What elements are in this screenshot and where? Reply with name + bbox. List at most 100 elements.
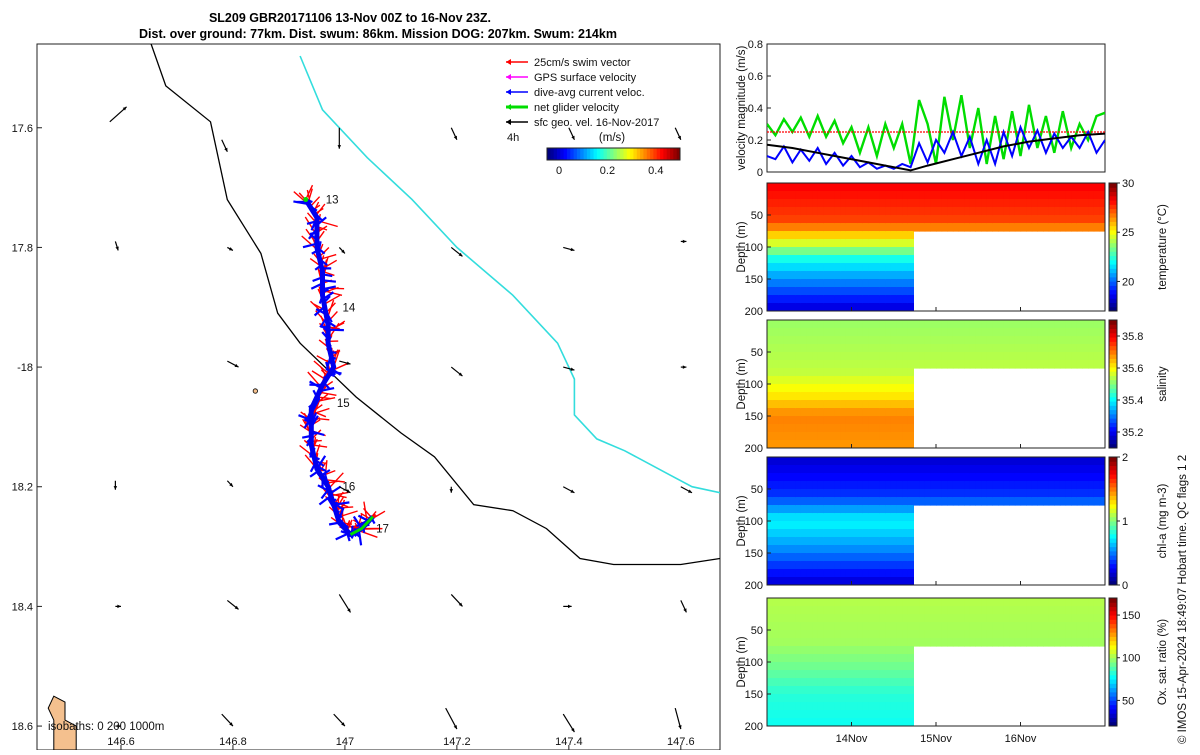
heatmap-cell [835,630,841,639]
colorbar-swatch [1109,572,1117,577]
heatmap-cell [835,545,841,554]
heatmap-cell [874,529,880,538]
heatmap-cell [987,223,993,232]
heatmap-cell [773,481,779,490]
heatmap-cell [773,336,779,345]
heatmap-cell [897,207,903,216]
heatmap-cell [806,416,812,425]
heatmap-cell [1054,465,1060,474]
heatmap-cell [1004,457,1010,466]
heatmap-cell [1094,606,1100,615]
heatmap-cell [835,263,841,272]
heatmap-cell [908,638,914,647]
heatmap-y-tick-label: 50 [751,625,763,637]
colorbar-swatch [670,148,674,160]
heatmap-cell [767,392,773,401]
heatmap-cell [795,686,801,695]
heatmap-cell [891,513,897,522]
heatmap-cell [829,440,835,449]
heatmap-cell [970,336,976,345]
track-start-marker [303,197,308,202]
heatmap-cell [902,183,908,192]
heatmap-cell [885,662,891,671]
heatmap-cell [767,336,773,345]
heatmap-cell [891,630,897,639]
heatmap-cell [897,545,903,554]
colorbar-swatch [574,148,578,160]
heatmap-cell [857,710,863,719]
heatmap-cell [897,489,903,498]
heatmap-cell [773,376,779,385]
heatmap-cell [1004,360,1010,369]
heatmap-cell [1049,336,1055,345]
heatmap-cell [812,598,818,607]
heatmap-cell [975,328,981,337]
heatmap-cell [790,303,796,312]
map-y-tick-label: -18 [17,362,33,374]
heatmap-cell [975,207,981,216]
heatmap-cell [784,368,790,377]
heatmap-cell [874,513,880,522]
heatmap-cell [1043,191,1049,200]
colorbar-swatch [1109,333,1117,338]
heatmap-cell [908,457,914,466]
heatmap-cell [1077,598,1083,607]
colorbar-tick-label: 35.6 [1122,363,1143,375]
heatmap-cell [846,465,852,474]
heatmap-cell [818,376,824,385]
heatmap-cell [823,638,829,647]
heatmap-cell [773,598,779,607]
heatmap-cell [784,678,790,687]
heatmap-cell [908,408,914,417]
heatmap-cell [1077,223,1083,232]
heatmap-cell [902,505,908,514]
heatmap-cell [868,384,874,393]
heatmap-cell [784,336,790,345]
heatmap-cell [823,489,829,498]
heatmap-cell [840,207,846,216]
heatmap-cell [852,376,858,385]
heatmap-cell [1066,481,1072,490]
heatmap-cell [829,295,835,304]
heatmap-cell [1060,489,1066,498]
heatmap-cell [806,489,812,498]
heatmap-cell [880,710,886,719]
heatmap-cell [835,702,841,711]
heatmap-cell [823,199,829,208]
heatmap-cell [1066,215,1072,224]
heatmap-cell [885,622,891,631]
heatmap-cell [778,247,784,256]
heatmap-cell [885,191,891,200]
heatmap-cell [947,497,953,506]
heatmap-cell [930,223,936,232]
heatmap-cell [1088,344,1094,353]
heatmap-cell [936,352,942,361]
heatmap-cell [784,408,790,417]
heatmap-cell [998,352,1004,361]
heatmap-cell [1037,606,1043,615]
heatmap-cell [874,481,880,490]
heatmap-cell [773,537,779,546]
heatmap-cell [829,622,835,631]
heatmap-cell [970,183,976,192]
heatmap-cell [902,622,908,631]
heatmap-cell [908,630,914,639]
heatmap-cell [795,646,801,655]
heatmap-cell [897,598,903,607]
heatmap-cell [874,344,880,353]
heatmap-cell [880,646,886,655]
heatmap-cell [835,670,841,679]
heatmap-cell [953,336,959,345]
heatmap-cell [806,320,812,329]
heatmap-cell [959,199,965,208]
heatmap-cell [885,638,891,647]
heatmap-cell [885,678,891,687]
heatmap-cell [773,606,779,615]
colorbar-swatch [657,148,661,160]
heatmap-cell [1009,638,1015,647]
heatmap-cell [835,481,841,490]
heatmap-cell [885,598,891,607]
heatmap-cell [998,457,1004,466]
colorbar-tick-label: 0 [556,165,562,177]
heatmap-cell [930,344,936,353]
